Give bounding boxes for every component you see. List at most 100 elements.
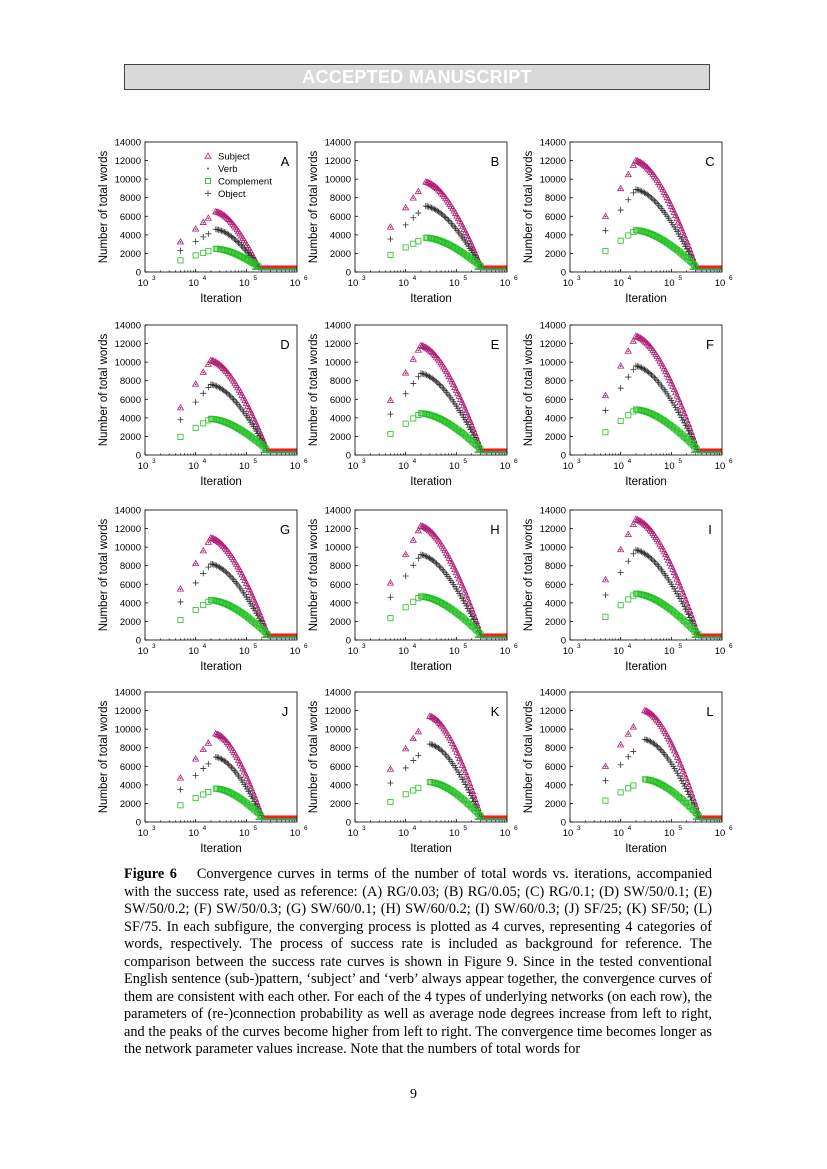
verb-marker (686, 420, 688, 422)
y-tick-label: 10000 (115, 358, 141, 369)
subject-marker (214, 208, 223, 216)
complement-marker (695, 631, 702, 638)
complement-marker (625, 785, 632, 792)
object-marker (648, 194, 655, 201)
verb-marker (678, 224, 681, 227)
object-marker (682, 422, 689, 429)
y-tick-label: 12000 (325, 524, 351, 535)
object-marker (630, 748, 637, 755)
object-marker (200, 570, 207, 577)
x-axis-label: Iteration (200, 476, 242, 488)
y-tick-label: 4000 (330, 598, 351, 609)
subject-marker (465, 779, 474, 787)
y-tick-label: 8000 (545, 561, 566, 572)
subject-marker (208, 534, 217, 541)
plot-frame (144, 691, 298, 823)
verb-marker (604, 579, 607, 581)
subject-marker (386, 396, 395, 403)
object-marker (433, 378, 440, 385)
subject-marker (226, 217, 234, 224)
panel-letter: A (281, 154, 290, 169)
object-marker (461, 416, 468, 423)
complement-marker (264, 631, 271, 638)
object-marker (643, 736, 650, 743)
object-marker (682, 606, 689, 613)
object-marker (637, 364, 644, 371)
complement-marker (476, 444, 483, 451)
y-tick-label: 0 (346, 636, 351, 647)
object-marker (226, 392, 233, 399)
subject-marker (642, 707, 650, 714)
object-marker (442, 751, 449, 758)
y-tick-label: 8000 (545, 376, 566, 387)
y-tick-label: 2000 (545, 432, 566, 443)
object-marker (222, 758, 229, 765)
subject-marker (645, 708, 653, 716)
y-tick-label: 8000 (330, 376, 351, 387)
subject-marker (651, 713, 659, 720)
verb-marker (685, 777, 687, 780)
subject-marker (460, 764, 468, 772)
object-marker (645, 369, 652, 376)
object-marker (635, 187, 642, 194)
verb-marker (670, 565, 673, 568)
x-tick-exponent: 6 (514, 825, 518, 832)
complement-marker (476, 262, 483, 269)
subject-marker (401, 744, 410, 752)
subject-marker (470, 791, 478, 798)
object-marker (213, 562, 220, 569)
x-tick-label: 10 (613, 278, 624, 289)
verb-marker (255, 604, 258, 607)
verb-marker (468, 782, 471, 785)
verb-marker (669, 202, 671, 205)
object-marker (685, 248, 692, 255)
complement-marker (695, 813, 702, 820)
object-marker (227, 762, 234, 769)
complement-plateau (474, 268, 507, 270)
object-marker (654, 743, 661, 750)
object-marker (602, 407, 609, 414)
verb-marker (459, 581, 462, 584)
y-axis-label: Number of total words (523, 701, 535, 814)
subject-marker (465, 598, 473, 606)
x-tick-label: 10 (348, 461, 359, 472)
legend-object-marker (205, 190, 211, 197)
object-marker (630, 366, 637, 373)
subject-marker (217, 732, 226, 740)
subject-marker (464, 595, 472, 602)
object-marker (638, 548, 645, 555)
y-tick-label: 10000 (115, 175, 141, 186)
subject-marker (414, 727, 423, 735)
object-marker (254, 612, 261, 619)
object-marker (685, 427, 692, 434)
y-tick-label: 0 (136, 636, 141, 647)
complement-marker (402, 604, 409, 611)
success-rate-band (261, 815, 297, 820)
object-marker (468, 429, 475, 436)
y-tick-label: 0 (561, 818, 566, 829)
object-marker (427, 204, 434, 211)
subject-marker (635, 333, 643, 340)
verb-marker (243, 771, 246, 774)
verb-marker (194, 562, 197, 565)
x-tick-label: 10 (500, 828, 511, 839)
verb-marker (627, 173, 630, 176)
complement-marker (177, 257, 184, 264)
subject-marker (427, 527, 435, 535)
y-tick-label: 2000 (330, 799, 351, 810)
object-marker (227, 393, 234, 400)
object-marker (192, 772, 199, 779)
x-tick-exponent: 3 (152, 825, 156, 832)
subject-marker (678, 763, 686, 771)
subject-marker (210, 535, 218, 542)
subject-marker (424, 179, 433, 186)
object-marker (229, 234, 236, 241)
subject-marker (680, 409, 688, 416)
object-marker (651, 374, 658, 381)
object-marker (205, 384, 212, 391)
x-tick-exponent: 4 (628, 825, 632, 832)
object-marker (463, 784, 470, 791)
verb-marker (461, 584, 463, 587)
x-tick-label: 10 (138, 461, 149, 472)
x-tick-label: 10 (563, 646, 574, 657)
